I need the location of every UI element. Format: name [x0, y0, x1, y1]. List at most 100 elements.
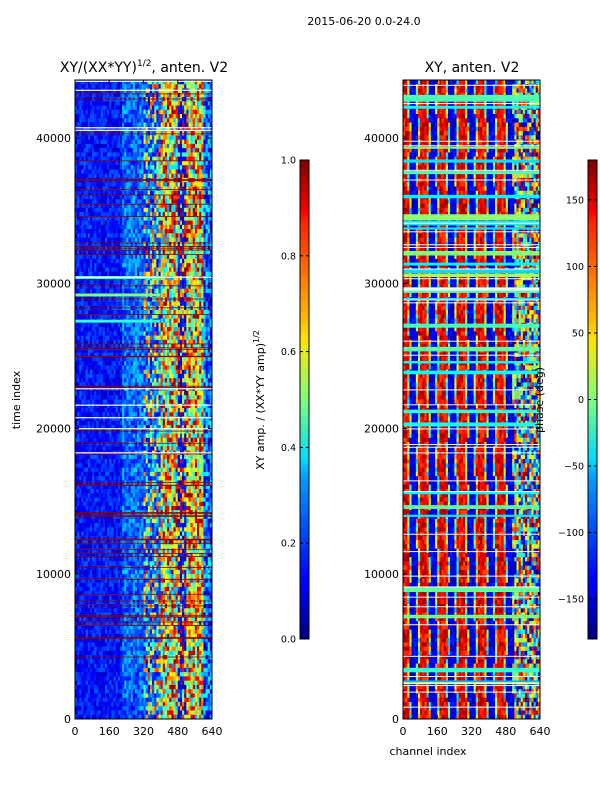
- amplitude-cell: [139, 258, 142, 264]
- amplitude-cell: [203, 241, 206, 247]
- amplitude-cell: [109, 339, 112, 345]
- amplitude-cell: [158, 322, 161, 328]
- amplitude-cell: [145, 224, 149, 230]
- amplitude-cell: [175, 126, 179, 132]
- amplitude-cell: [109, 263, 112, 268]
- amplitude-cell: [141, 199, 144, 204]
- amplitude-cell: [160, 105, 164, 111]
- amplitude-cell: [194, 148, 198, 153]
- amplitude-cell: [205, 131, 209, 136]
- amplitude-cell: [75, 267, 78, 272]
- amplitude-cell: [171, 267, 174, 272]
- amplitude-cell: [85, 408, 89, 413]
- amplitude-cell: [188, 135, 191, 140]
- amplitude-cell: [124, 199, 127, 204]
- amplitude-cell: [94, 122, 97, 128]
- amplitude-cell: [203, 271, 206, 277]
- amplitude-cell: [199, 378, 202, 383]
- amplitude-cell: [164, 105, 168, 111]
- amplitude-cell: [100, 118, 104, 123]
- amplitude-cell: [83, 220, 87, 226]
- amplitude-cell: [197, 390, 200, 396]
- amplitude-cell: [201, 131, 204, 136]
- amplitude-cell: [203, 254, 206, 260]
- amplitude-cell: [139, 101, 142, 106]
- amplitude-cell: [186, 220, 189, 226]
- amplitude-cell: [190, 224, 194, 230]
- amplitude-cell: [141, 310, 144, 315]
- amplitude-cell: [179, 314, 183, 319]
- amplitude-cell: [109, 322, 112, 328]
- amplitude-cell: [134, 356, 138, 362]
- amplitude-cell: [130, 131, 134, 136]
- amplitude-cell: [179, 390, 183, 396]
- amplitude-cell: [188, 356, 191, 362]
- amplitude-cell: [96, 373, 99, 379]
- amplitude-cell: [194, 237, 198, 243]
- amplitude-cell: [141, 212, 144, 217]
- amplitude-cell: [179, 335, 183, 341]
- amplitude-cell: [149, 216, 153, 221]
- amplitude-cell: [89, 80, 93, 85]
- amplitude-cell: [207, 267, 211, 272]
- amplitude-cell: [207, 335, 211, 341]
- amplitude-cell: [203, 80, 206, 85]
- amplitude-cell: [194, 263, 198, 268]
- amplitude-cell: [152, 195, 155, 200]
- amplitude-cell: [158, 403, 161, 409]
- amplitude-cell: [128, 284, 131, 290]
- amplitude-cell: [102, 220, 106, 226]
- amplitude-cell: [94, 408, 97, 413]
- amplitude-cell: [122, 190, 125, 196]
- amplitude-cell: [197, 395, 200, 400]
- amplitude-cell: [143, 156, 146, 162]
- amplitude-cell: [152, 203, 155, 209]
- amplitude-cell: [171, 182, 174, 187]
- amplitude-cell: [201, 139, 204, 145]
- amplitude-cell: [111, 84, 114, 89]
- amplitude-cell: [162, 92, 166, 98]
- amplitude-cell: [104, 229, 108, 234]
- amplitude-cell: [104, 109, 108, 115]
- amplitude-cell: [126, 148, 129, 153]
- amplitude-cell: [149, 165, 153, 170]
- amplitude-cell: [81, 224, 84, 230]
- amplitude-cell: [107, 335, 110, 341]
- amplitude-cell: [152, 280, 155, 285]
- amplitude-cell: [134, 186, 138, 192]
- amplitude-cell: [152, 139, 155, 145]
- amplitude-cell: [197, 314, 200, 319]
- amplitude-cell: [167, 182, 170, 187]
- amplitude-cell: [130, 331, 134, 336]
- amplitude-cell: [132, 237, 136, 243]
- amplitude-cell: [109, 169, 112, 175]
- amplitude-cell: [175, 275, 179, 281]
- amplitude-cell: [184, 271, 187, 277]
- amplitude-cell: [79, 399, 82, 405]
- amplitude-cell: [81, 352, 84, 358]
- amplitude-cell: [87, 373, 91, 379]
- amplitude-cell: [89, 369, 93, 375]
- amplitude-cell: [199, 271, 202, 277]
- amplitude-cell: [122, 395, 125, 400]
- amplitude-cell: [186, 139, 189, 145]
- amplitude-cell: [115, 382, 119, 388]
- amplitude-cell: [126, 207, 129, 213]
- amplitude-cell: [107, 207, 110, 213]
- amplitude-cell: [139, 118, 142, 123]
- amplitude-cell: [167, 361, 170, 366]
- amplitude-cell: [145, 195, 149, 200]
- amplitude-cell: [145, 131, 149, 136]
- amplitude-cell: [184, 395, 187, 400]
- amplitude-cell: [158, 118, 161, 123]
- amplitude-cell: [124, 135, 127, 140]
- amplitude-cell: [169, 169, 172, 175]
- amplitude-cell: [134, 195, 138, 200]
- amplitude-cell: [162, 356, 166, 362]
- amplitude-cell: [143, 190, 146, 196]
- amplitude-cell: [164, 408, 168, 413]
- amplitude-cell: [152, 241, 155, 247]
- amplitude-cell: [87, 297, 91, 302]
- amplitude-cell: [130, 233, 134, 238]
- amplitude-cell: [104, 143, 108, 149]
